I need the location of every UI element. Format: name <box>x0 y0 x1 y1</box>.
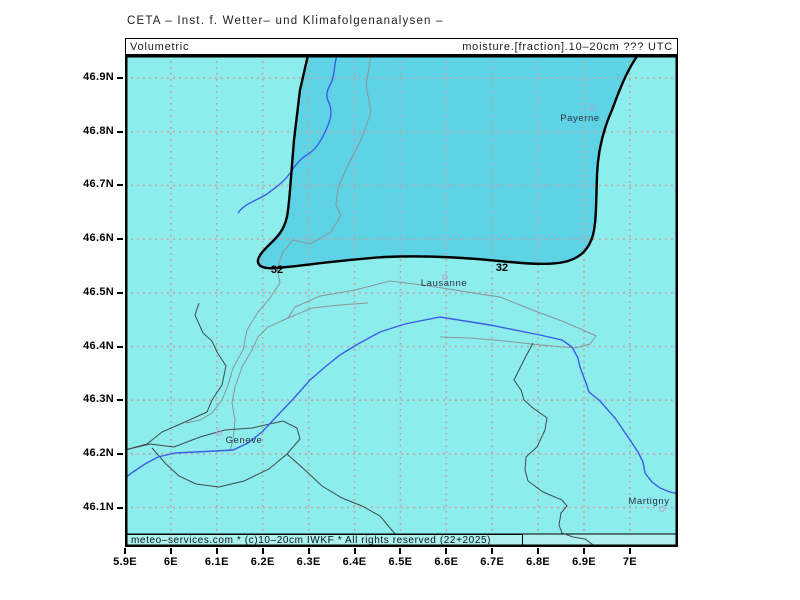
x-axis-label: 6.1E <box>204 556 229 568</box>
y-axis-label: 46.7N <box>83 178 114 191</box>
x-axis-label: 6.4E <box>342 556 367 568</box>
river-lines <box>124 54 679 495</box>
y-axis-label: 46.1N <box>83 500 114 513</box>
y-axis-tick <box>117 291 123 294</box>
border-lines-light <box>185 54 597 452</box>
x-axis-tick <box>124 548 126 554</box>
river-north <box>237 54 338 214</box>
map-frame <box>125 55 678 547</box>
y-axis-tick <box>117 345 123 348</box>
y-axis-label: 46.4N <box>83 339 114 352</box>
valid-time-label: moisture.[fraction].10–20cm ??? UTC <box>462 40 673 53</box>
contour-line <box>256 54 639 270</box>
y-axis-tick <box>117 77 123 79</box>
copyright-text: meteo–services.com * (c)10–20cm IWKF * A… <box>131 535 492 546</box>
border-valais <box>513 342 597 548</box>
city-marker-geneve <box>216 430 222 436</box>
city-marker-martigny <box>659 506 665 512</box>
city-label-lausanne: Lausanne <box>421 278 468 289</box>
x-axis-tick <box>353 548 356 554</box>
y-axis-label: 46.3N <box>83 393 114 406</box>
x-axis-label: 6E <box>163 556 178 568</box>
map-canvas: 32 32 Payerne Lausanne Geneve Martigny <box>124 54 679 548</box>
y-axis-tick <box>117 399 123 402</box>
y-axis-tick <box>117 238 123 241</box>
y-axis-label: 46.6N <box>83 232 114 245</box>
y-axis-tick <box>117 506 123 509</box>
city-marker-lausanne <box>442 274 448 280</box>
x-axis-label: 6.7E <box>480 556 505 568</box>
city-marker-payerne <box>589 105 595 111</box>
x-axis-tick <box>537 548 540 554</box>
y-axis-label: 46.2N <box>83 446 114 459</box>
city-label-geneve: Geneve <box>226 435 263 446</box>
x-axis-tick <box>491 548 494 554</box>
border-lines-dark <box>124 302 397 536</box>
grid <box>125 55 678 534</box>
x-axis-label: 6.8E <box>526 556 551 568</box>
map-svg: 32 32 Payerne Lausanne Geneve Martigny <box>124 54 679 548</box>
x-axis-tick <box>583 548 585 554</box>
x-axis-tick <box>307 548 310 554</box>
x-axis-tick <box>215 548 218 554</box>
variable-label: Volumetric <box>130 40 190 53</box>
y-axis-label: 46.8N <box>83 124 114 137</box>
y-axis-label: 46.5N <box>83 285 114 298</box>
x-axis-label: 6.9E <box>572 556 596 568</box>
river-rhone <box>124 316 679 495</box>
contour-region-fill <box>257 55 638 269</box>
x-axis-label: 6.6E <box>434 556 459 568</box>
x-axis-label: 6.2E <box>250 556 275 568</box>
x-axis-tick <box>445 548 448 554</box>
x-axis-tick <box>399 548 402 554</box>
x-axis-label: 6.5E <box>388 556 413 568</box>
plot-header-bar: Volumetric moisture.[fraction].10–20cm ?… <box>125 38 678 55</box>
contour-label-left: 32 <box>271 264 283 276</box>
y-axis-tick <box>117 130 123 133</box>
x-axis-label: 6.3E <box>296 556 321 568</box>
city-label-martigny: Martigny <box>628 496 669 507</box>
contour-label-right: 32 <box>496 262 508 274</box>
y-axis-label: 46.9N <box>83 71 114 83</box>
city-label-payerne: Payerne <box>560 113 600 124</box>
x-axis-label: 5.9E <box>113 556 137 568</box>
x-axis-tick <box>261 548 264 554</box>
x-axis-tick <box>628 548 631 554</box>
y-axis-tick <box>117 184 123 187</box>
x-axis-label: 7E <box>622 556 637 568</box>
x-axis-tick <box>169 548 172 554</box>
page-title: CETA – Inst. f. Wetter– und Klimafolgena… <box>127 15 444 27</box>
y-axis-tick <box>117 452 123 455</box>
